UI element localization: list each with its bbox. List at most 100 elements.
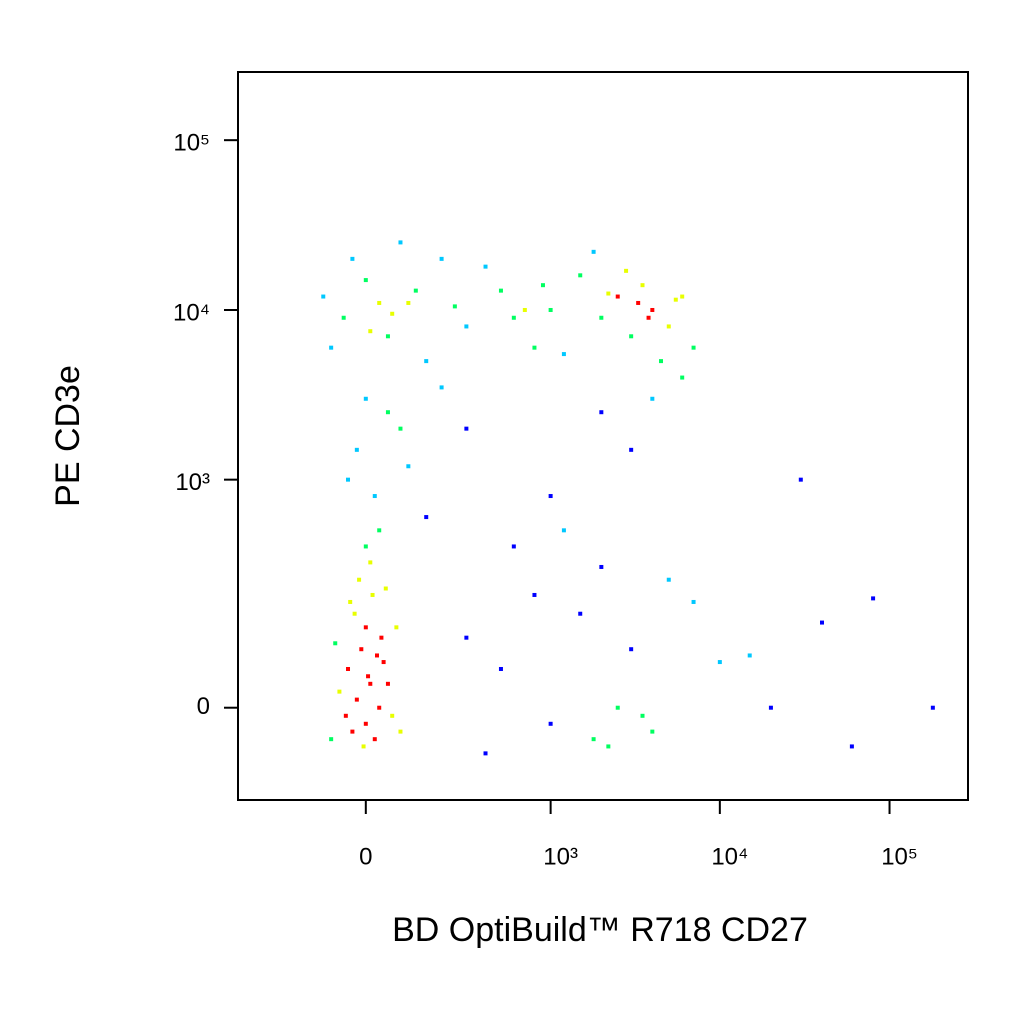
event-dot bbox=[464, 426, 469, 431]
event-dot bbox=[578, 611, 583, 616]
event-dot bbox=[363, 544, 368, 549]
event-dot bbox=[357, 577, 362, 582]
event-dot bbox=[691, 345, 696, 350]
event-dot bbox=[871, 596, 876, 601]
event-dot bbox=[424, 515, 429, 520]
event-dot bbox=[548, 721, 553, 726]
event-dot bbox=[820, 620, 825, 625]
event-dot bbox=[361, 744, 366, 749]
event-dot bbox=[511, 544, 516, 549]
event-dot bbox=[522, 307, 527, 312]
event-dot bbox=[350, 729, 355, 734]
event-dot bbox=[636, 300, 641, 305]
event-dot bbox=[548, 494, 553, 499]
event-dot bbox=[366, 674, 371, 679]
event-dot bbox=[329, 737, 334, 742]
event-dot bbox=[398, 426, 403, 431]
y-axis-label: PE CD3e bbox=[49, 365, 87, 507]
event-dot bbox=[673, 297, 678, 302]
x-tick-label: 10³ bbox=[543, 843, 578, 870]
event-dot bbox=[346, 477, 351, 482]
event-dot bbox=[532, 592, 537, 597]
y-tick-label: 10⁵ bbox=[173, 130, 210, 157]
event-dot bbox=[390, 311, 395, 316]
event-dot bbox=[629, 334, 634, 339]
event-dot bbox=[680, 294, 685, 299]
event-dot bbox=[368, 560, 373, 565]
event-dot bbox=[498, 288, 503, 293]
event-dot bbox=[599, 315, 604, 320]
event-dot bbox=[348, 599, 353, 604]
x-tick-label: 0 bbox=[359, 843, 372, 870]
event-dot bbox=[383, 586, 388, 591]
event-dot bbox=[370, 592, 375, 597]
y-tick-label: 10³ bbox=[175, 469, 210, 496]
event-dot bbox=[368, 681, 373, 686]
event-dot bbox=[624, 268, 629, 273]
event-dot bbox=[379, 635, 384, 640]
event-dot bbox=[321, 294, 326, 299]
event-dot bbox=[650, 307, 655, 312]
event-dot bbox=[385, 681, 390, 686]
event-dot bbox=[375, 653, 380, 658]
event-dot bbox=[368, 329, 373, 334]
event-dot bbox=[930, 705, 935, 710]
event-dot bbox=[350, 256, 355, 261]
event-dot bbox=[650, 729, 655, 734]
event-dot bbox=[464, 324, 469, 329]
x-axis-label: BD OptiBuild™ R718 CD27 bbox=[392, 911, 808, 949]
event-dot bbox=[606, 291, 611, 296]
event-dot bbox=[385, 410, 390, 415]
event-dot bbox=[666, 577, 671, 582]
event-dot bbox=[363, 721, 368, 726]
event-dot bbox=[483, 751, 488, 756]
event-dot bbox=[640, 713, 645, 718]
event-dot bbox=[343, 713, 348, 718]
event-dot bbox=[329, 345, 334, 350]
event-dot bbox=[354, 697, 359, 702]
event-dot bbox=[691, 599, 696, 604]
event-dot bbox=[629, 647, 634, 652]
event-dot bbox=[646, 315, 651, 320]
event-dot bbox=[511, 315, 516, 320]
event-dot bbox=[377, 705, 382, 710]
event-dot bbox=[372, 494, 377, 499]
event-dot bbox=[464, 635, 469, 640]
event-dot bbox=[578, 273, 583, 278]
event-dot bbox=[666, 324, 671, 329]
event-dot bbox=[483, 264, 488, 269]
event-dot bbox=[591, 737, 596, 742]
event-dot bbox=[354, 447, 359, 452]
event-dot bbox=[394, 625, 399, 630]
event-dot bbox=[498, 666, 503, 671]
event-dot bbox=[359, 647, 364, 652]
event-dot bbox=[548, 307, 553, 312]
event-dot bbox=[352, 611, 357, 616]
event-dot bbox=[377, 528, 382, 533]
event-dot bbox=[372, 737, 377, 742]
event-dot bbox=[406, 300, 411, 305]
event-dot bbox=[363, 278, 368, 283]
event-dot bbox=[659, 359, 664, 364]
y-tick-label: 10⁴ bbox=[173, 299, 210, 326]
event-dot bbox=[406, 464, 411, 469]
event-dot bbox=[390, 713, 395, 718]
event-dot bbox=[561, 352, 566, 357]
event-dot bbox=[439, 385, 444, 390]
event-dot bbox=[640, 283, 645, 288]
event-dot bbox=[341, 315, 346, 320]
event-dot bbox=[717, 660, 722, 665]
event-dot bbox=[747, 653, 752, 658]
event-dot bbox=[413, 288, 418, 293]
event-dot bbox=[398, 729, 403, 734]
event-dot bbox=[381, 660, 386, 665]
event-dot bbox=[398, 240, 403, 245]
event-dot bbox=[424, 359, 429, 364]
event-dot bbox=[333, 641, 338, 646]
event-dot bbox=[561, 528, 566, 533]
event-dot bbox=[337, 689, 342, 694]
event-dot bbox=[532, 345, 537, 350]
event-dot bbox=[798, 477, 803, 482]
event-dot bbox=[452, 304, 457, 309]
